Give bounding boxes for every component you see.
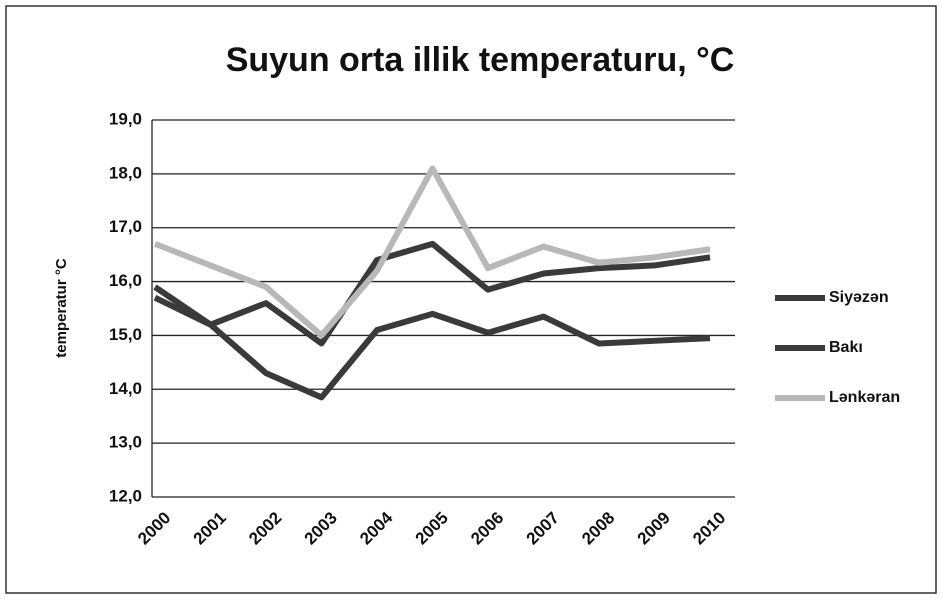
legend-label: Lənkəran	[829, 389, 900, 406]
legend-label: Siyəzən	[829, 289, 889, 306]
y-axis-label: temperatur °C	[53, 258, 70, 358]
series-line	[153, 165, 711, 339]
y-tick-label: 14,0	[109, 379, 142, 398]
series-line	[153, 240, 711, 347]
y-tick-label: 17,0	[109, 217, 142, 236]
y-tick-label: 19,0	[109, 109, 142, 128]
y-tick-label: 16,0	[109, 271, 142, 290]
y-tick-label: 12,0	[109, 486, 142, 505]
series-line	[153, 295, 711, 401]
y-tick-label: 13,0	[109, 433, 142, 452]
y-tick-label: 15,0	[109, 325, 142, 344]
y-tick-label: 18,0	[109, 163, 142, 182]
legend-label: Bakı	[829, 339, 863, 356]
chart-title: Suyun orta illik temperaturu, °C	[226, 41, 735, 79]
